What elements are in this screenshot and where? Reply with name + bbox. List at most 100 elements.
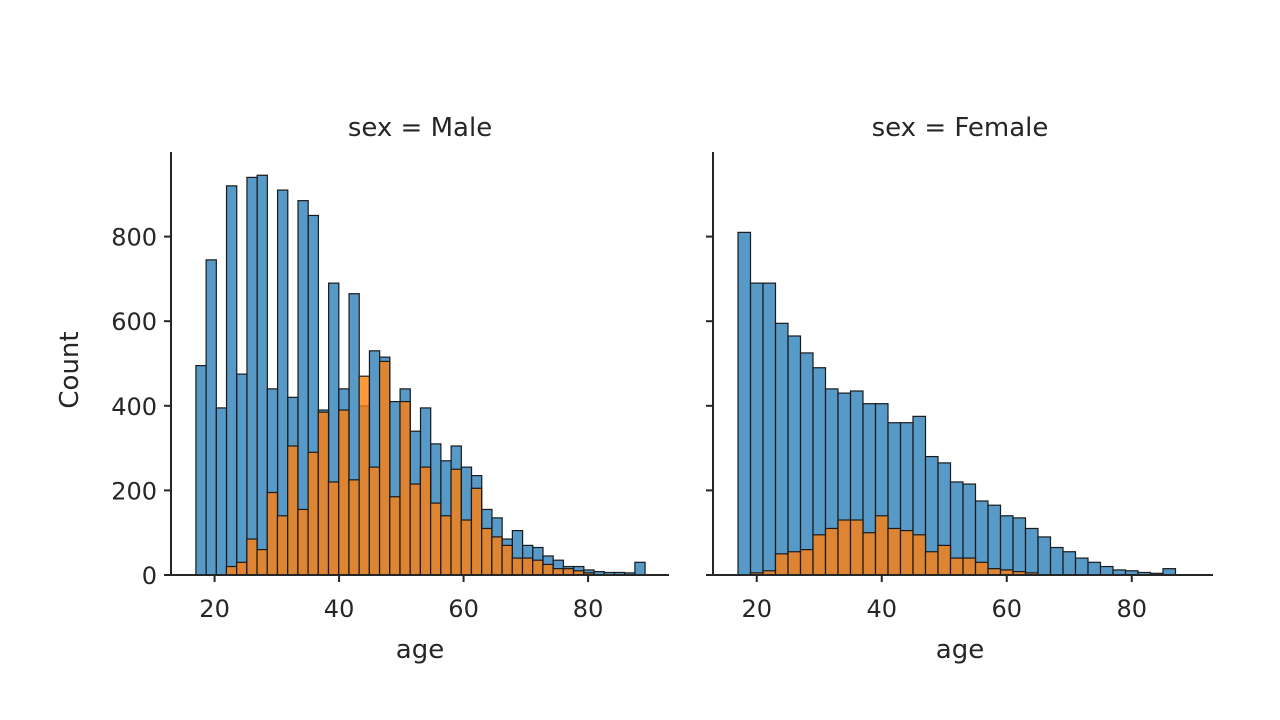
x-tick-label-female-1: 40	[866, 595, 897, 623]
bar-female-series0-28	[1087, 561, 1102, 576]
bar-female-series1-13	[899, 529, 914, 576]
bar-male-series1-24	[470, 487, 483, 576]
bar-female-series1-3	[774, 553, 789, 576]
x-ticks-male: 20 40 60 80	[199, 575, 603, 623]
bar-male-series1-10	[327, 481, 340, 576]
panel-female: sex = Female 20 40 60 80 age	[706, 113, 1213, 665]
bar-male-series1-26	[491, 536, 503, 576]
bar-male-series1-2	[246, 538, 258, 576]
bar-female-series0-25	[1049, 546, 1064, 576]
bar-female-series0-29	[1099, 565, 1114, 576]
x-tick-label-male-1: 40	[324, 595, 355, 623]
bar-male-series0-4	[236, 373, 248, 576]
bar-female-series0-20	[987, 504, 1002, 576]
bar-male-series1-16	[389, 496, 401, 576]
y-tick-label-male-2: 400	[111, 393, 157, 421]
bar-male-series1-7	[297, 508, 309, 576]
bar-female-series1-9	[849, 519, 864, 576]
bar-male-series1-1	[236, 561, 248, 576]
bar-male-series1-23	[460, 519, 473, 576]
bar-male-series1-30	[532, 559, 544, 576]
bar-female-series1-17	[949, 557, 964, 576]
bar-male-series1-28	[511, 557, 524, 576]
y-tick-label-male-1: 200	[111, 477, 157, 505]
bar-male-series1-29	[521, 557, 534, 576]
bar-male-series0-1	[205, 259, 217, 576]
y-ticks-female	[706, 235, 713, 576]
bar-female-series1-8	[837, 519, 852, 576]
bar-male-series1-22	[450, 468, 462, 576]
bar-male-series1-12	[348, 479, 360, 576]
y-axis-label: Count	[55, 331, 85, 408]
bar-female-series1-10	[862, 532, 877, 576]
bar-male-series1-11	[338, 409, 350, 576]
bar-female-series1-7	[824, 527, 839, 576]
bar-female-series0-22	[1012, 517, 1027, 576]
bar-male-series1-25	[481, 527, 493, 576]
bar-female-series1-14	[912, 534, 927, 576]
bar-male-series0-2	[215, 407, 228, 576]
y-tick-label-male-0: 0	[142, 562, 157, 590]
bar-male-series1-4	[266, 491, 279, 576]
bar-male-series1-27	[501, 544, 513, 576]
bar-male-series1-9	[317, 411, 330, 576]
bar-female-series1-4	[787, 551, 802, 576]
bar-male-series0-3	[225, 185, 238, 576]
bar-female-series0-4	[787, 335, 802, 576]
bar-female-series0-5	[799, 352, 814, 576]
bar-female-series0-1	[749, 282, 764, 576]
bar-male-series1-6	[287, 445, 299, 576]
bar-female-series0-21	[999, 515, 1014, 576]
bar-male-series0-6	[256, 174, 268, 576]
bar-male-series1-0	[225, 565, 238, 576]
bar-female-series1-16	[937, 544, 952, 576]
x-tick-label-male-0: 20	[199, 595, 230, 623]
x-axis-label-male: age	[396, 635, 444, 665]
bar-male-series1-14	[368, 466, 381, 576]
y-tick-label-male-4: 800	[111, 224, 157, 252]
bars-female	[737, 231, 1177, 576]
panel-title-female: sex = Female	[872, 113, 1049, 143]
x-tick-label-female-3: 80	[1116, 595, 1147, 623]
bar-male-series1-3	[256, 549, 268, 576]
y-ticks-male: 0 200 400 600 800	[111, 224, 171, 590]
bar-female-series1-5	[799, 549, 814, 576]
bar-female-series1-6	[812, 534, 827, 576]
bar-male-series0-43	[634, 561, 646, 576]
bar-male-series1-19	[419, 466, 432, 576]
x-tick-label-female-2: 60	[991, 595, 1022, 623]
bars-male	[195, 174, 646, 576]
bar-male-series1-5	[276, 515, 289, 576]
bar-female-series0-0	[737, 231, 752, 576]
bar-male-series1-13	[358, 375, 370, 576]
bar-female-series1-15	[924, 551, 939, 576]
bar-female-series0-27	[1074, 557, 1089, 576]
bar-male-series1-18	[409, 483, 421, 576]
bar-female-series0-26	[1062, 551, 1077, 576]
bar-male-series0-0	[195, 365, 207, 576]
bar-female-series0-2	[762, 282, 777, 576]
bar-female-series1-19	[974, 561, 989, 576]
bar-male-series1-31	[542, 563, 554, 576]
panel-male: sex = Male 20 40 60 80 0 200 400 600 800 age Co…	[55, 113, 669, 665]
panel-title-male: sex = Male	[348, 113, 492, 143]
x-ticks-female: 20 40 60 80	[741, 575, 1147, 623]
bar-male-series1-20	[429, 502, 442, 576]
bar-male-series1-15	[378, 360, 391, 576]
bar-female-series0-23	[1024, 527, 1039, 576]
bar-female-series0-24	[1037, 536, 1052, 576]
bar-female-series0-3	[774, 322, 789, 576]
x-tick-label-female-0: 20	[741, 595, 772, 623]
bar-female-series1-18	[962, 557, 977, 576]
bar-female-series1-11	[874, 515, 889, 576]
y-tick-label-male-3: 600	[111, 308, 157, 336]
x-axis-label-female: age	[936, 635, 984, 665]
bar-female-series1-12	[887, 527, 902, 576]
x-tick-label-male-2: 60	[448, 595, 479, 623]
x-tick-label-male-3: 80	[573, 595, 604, 623]
bar-male-series0-5	[246, 176, 258, 576]
bar-male-series1-21	[440, 515, 452, 576]
bar-male-series1-17	[399, 400, 411, 576]
bar-male-series1-8	[307, 451, 319, 576]
